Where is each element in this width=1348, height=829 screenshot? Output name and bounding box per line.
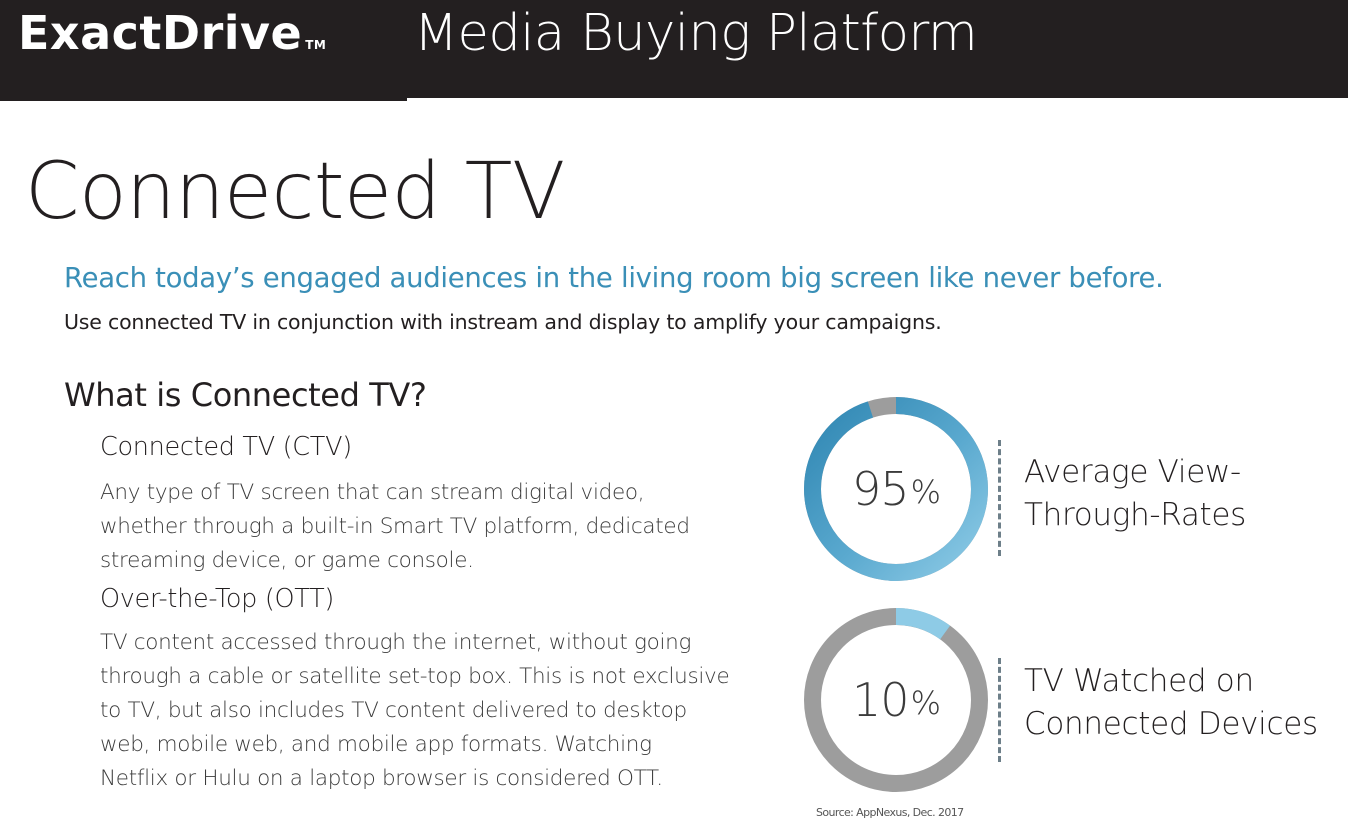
header-bar <box>0 0 1348 98</box>
percent-sign: % <box>910 684 941 722</box>
section-heading: What is Connected TV? <box>64 376 427 414</box>
definition-line: web, mobile web, and mobile app formats.… <box>100 732 652 757</box>
brand-name: ExactDrive <box>18 6 303 60</box>
definition-line: TV content accessed through the internet… <box>100 630 692 655</box>
definition-line: whether through a built-in Smart TV plat… <box>100 514 690 539</box>
definition-line: Netflix or Hulu on a laptop browser is c… <box>100 766 663 791</box>
tagline: Reach today’s engaged audiences in the l… <box>64 262 1164 294</box>
source-citation: Source: AppNexus, Dec. 2017 <box>816 806 964 819</box>
donut-chart-connected-devices: 10% <box>796 600 996 800</box>
stat-number: 95 <box>852 462 910 516</box>
header-bar-notch <box>0 98 407 101</box>
dashed-divider <box>998 658 1001 762</box>
brand-logo: ExactDrive TM <box>18 6 326 60</box>
percent-sign: % <box>910 473 941 511</box>
stat-label-line: Through-Rates <box>1024 497 1247 533</box>
donut-ring <box>804 397 988 581</box>
stat-label-view-through: Average View- Through-Rates <box>1024 451 1246 537</box>
definition-body-ctv: Any type of TV screen that can stream di… <box>100 476 690 578</box>
page-title: Connected TV <box>25 147 565 237</box>
definition-line: through a cable or satellite set-top box… <box>100 664 730 689</box>
intro-text: Use connected TV in conjunction with ins… <box>64 310 942 334</box>
definition-body-ott: TV content accessed through the internet… <box>100 626 730 796</box>
stat-label-connected-devices: TV Watched on Connected Devices <box>1024 660 1318 746</box>
definition-term-ott: Over-the-Top (OTT) <box>100 584 335 614</box>
donut-value: 95% <box>796 389 996 589</box>
donut-ring <box>804 608 988 792</box>
definition-line: Any type of TV screen that can stream di… <box>100 480 645 505</box>
donut-chart-view-through: 95% <box>796 389 996 589</box>
stat-label-line: TV Watched on <box>1024 663 1254 699</box>
donut-value: 10% <box>796 600 996 800</box>
stat-label-line: Connected Devices <box>1024 706 1318 742</box>
definition-line: streaming device, or game console. <box>100 548 474 573</box>
stat-number: 10 <box>852 673 910 727</box>
dashed-divider <box>998 440 1001 556</box>
stat-label-line: Average View- <box>1024 454 1241 490</box>
header-subtitle: Media Buying Platform <box>414 4 978 63</box>
definition-line: to TV, but also includes TV content deli… <box>100 698 687 723</box>
trademark-mark: TM <box>305 38 327 52</box>
definition-term-ctv: Connected TV (CTV) <box>100 432 352 462</box>
